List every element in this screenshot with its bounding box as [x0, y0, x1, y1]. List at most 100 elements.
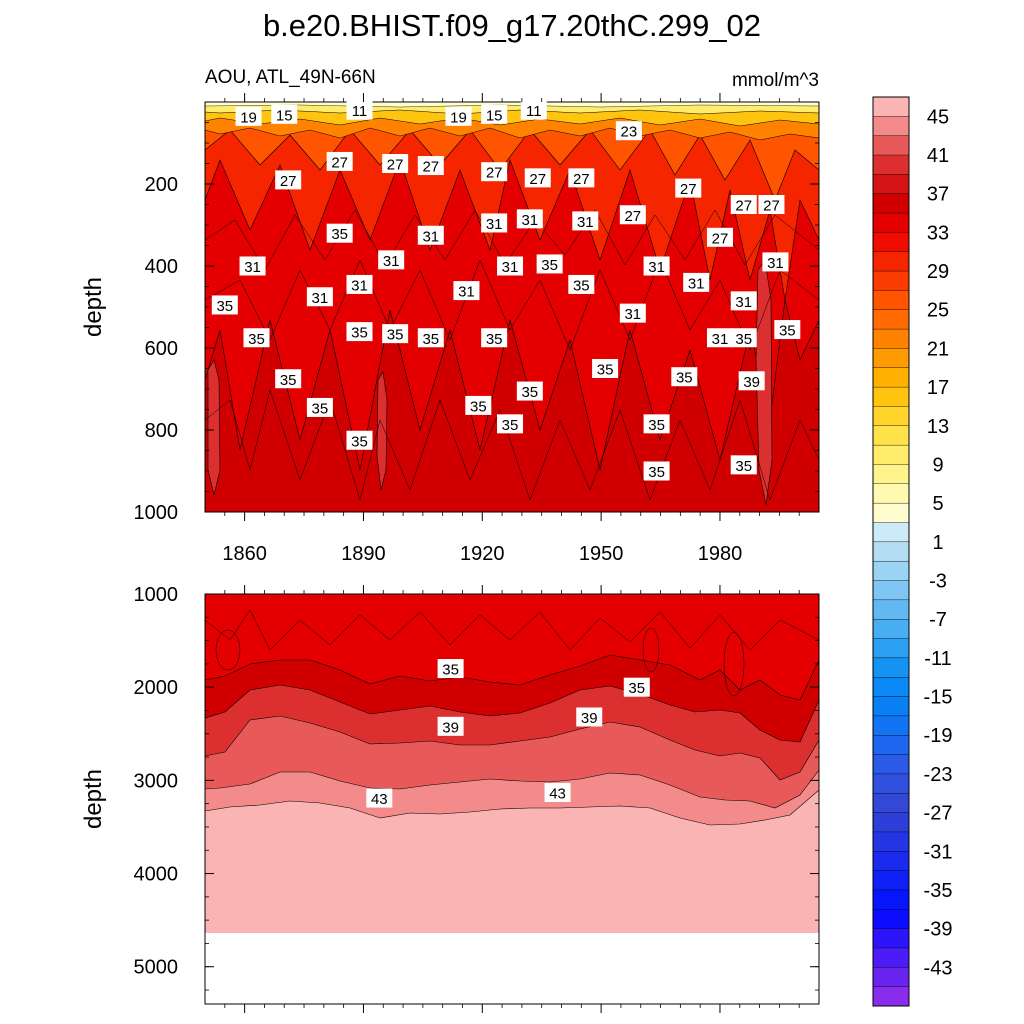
upper-contour-label-text: 31	[688, 275, 705, 292]
upper-contour-label: 31	[378, 250, 405, 270]
upper-contour-label-text: 35	[735, 331, 752, 348]
upper-contour-label-text: 31	[351, 277, 368, 294]
upper-contour-label-box	[417, 328, 444, 348]
colorbar-tick-label: 17	[927, 377, 949, 399]
colorbar-tick-label: -31	[924, 841, 953, 863]
upper-contour-label-box	[643, 461, 670, 481]
lower-x-axis	[224, 585, 800, 1013]
upper-contour-label: 35	[536, 254, 563, 274]
upper-contour-label: 35	[417, 328, 444, 348]
upper-contour-label: 31	[306, 287, 333, 307]
upper-contour-label: 35	[730, 455, 757, 475]
colorbar-swatch	[872, 348, 910, 369]
upper-panel: 19 15 11 19 15 11 23 27 27 27 27 27 27 27 27 27 27 27 27 35…	[80, 93, 820, 565]
colorbar-swatch	[872, 638, 910, 659]
upper-contour-label: 31	[706, 328, 733, 348]
upper-contour-label-text: 31	[735, 294, 752, 311]
upper-contour-label-text: 27	[763, 198, 780, 215]
upper-contour-label-text: 31	[486, 216, 503, 233]
upper-contour-label-box	[706, 227, 733, 247]
upper-contour-label: 11	[346, 100, 373, 120]
upper-contour-label: 31	[346, 274, 373, 294]
colorbar-swatch	[872, 870, 910, 891]
upper-contour-label-box	[326, 223, 353, 243]
upper-contour-label-box	[382, 154, 409, 173]
colorbar-swatch	[872, 502, 910, 523]
upper-contour-label-box	[516, 381, 543, 401]
upper-contour-label-text: 31	[577, 214, 594, 231]
upper-contour-label: 31	[762, 252, 789, 272]
colorbar-swatch	[872, 386, 910, 407]
upper-contour-label-box	[536, 254, 563, 274]
upper-contour-label-box	[643, 256, 670, 276]
upper-contour-label-text: 31	[312, 290, 329, 307]
upper-contour-label-box	[445, 106, 472, 126]
colorbar-tick-label: -35	[924, 880, 953, 902]
upper-contour-label-text: 19	[240, 109, 257, 126]
upper-contour-label-text: 27	[529, 171, 546, 188]
colorbar-tick-label: -39	[924, 919, 953, 941]
colorbar-swatch	[872, 889, 910, 910]
upper-contour-label: 27	[417, 156, 444, 176]
upper-contour-label: 31	[619, 303, 646, 323]
colorbar-swatch	[872, 290, 910, 311]
upper-contour-label: 35	[211, 295, 238, 315]
lower-y-axis: 1000 2000 3000 4000 5000	[134, 584, 819, 991]
upper-contour-label-box	[378, 250, 405, 270]
upper-contour-label-box	[465, 395, 492, 415]
upper-contour-label-text: 27	[573, 171, 590, 188]
upper-contour-label-box	[453, 281, 480, 301]
upper-contour-label-box	[643, 414, 670, 434]
colorbar-tick-label: -23	[924, 764, 953, 786]
lower-contour-label-text: 43	[549, 785, 566, 802]
upper-contour-label-box	[758, 195, 785, 214]
colorbar-swatch	[872, 580, 910, 601]
upper-contour-label: 31	[643, 256, 670, 276]
upper-contour-label-text: 27	[486, 165, 503, 182]
colorbar-swatch	[872, 444, 910, 465]
chart-title: b.e20.BHIST.f09_g17.20thC.299_02	[263, 8, 761, 43]
upper-contour-label: 27	[326, 151, 353, 171]
upper-contour-label-text: 35	[486, 331, 503, 348]
upper-contour-label-box	[730, 291, 757, 311]
colorbar-swatch	[872, 309, 910, 330]
upper-contour-labels: 19 15 11 19 15 11 23 27 27 27 27 27 27 27 27 27 27 27 27 35…	[211, 100, 801, 481]
upper-contour-label: 39	[738, 371, 765, 391]
colorbar-swatch	[872, 793, 910, 814]
upper-contour-label-box	[592, 359, 619, 378]
upper-contour-label: 35	[568, 274, 595, 294]
upper-contour-label-text: 35	[387, 327, 404, 344]
upper-contour-label: 31	[572, 211, 599, 231]
lower-y-tick-label: 5000	[134, 957, 179, 979]
colorbar-tick-label: -11	[924, 648, 951, 670]
upper-contour-label: 27	[619, 205, 646, 225]
upper-contour-label: 35	[730, 328, 757, 348]
colorbar-tick-label: 5	[932, 493, 943, 515]
colorbar-frame	[872, 96, 910, 1007]
upper-contour-label: 15	[481, 104, 508, 124]
upper-contour-label-box	[675, 178, 702, 198]
upper-contour-label-box	[481, 328, 508, 348]
colorbar-tick-label: 1	[932, 532, 943, 554]
upper-contour-label-box	[481, 213, 508, 233]
upper-contour-label: 31	[453, 281, 480, 301]
colorbar-swatch	[872, 270, 910, 291]
lower-contour-label-box	[544, 782, 571, 802]
upper-contour-label-text: 35	[470, 398, 487, 415]
upper-contour-label-box	[271, 104, 298, 124]
upper-y-axis: 200 400 600 800 1000	[134, 101, 819, 524]
upper-contour-label-box	[706, 328, 733, 348]
upper-contour-label-box	[619, 303, 646, 323]
upper-contour-label: 27	[481, 162, 508, 182]
upper-contour-label-text: 27	[387, 157, 404, 174]
lower-y-tick-label: 3000	[134, 770, 179, 792]
upper-contour-label-box	[382, 324, 409, 344]
upper-x-tick-label: 1860	[222, 543, 267, 565]
upper-contour-label-text: 31	[624, 306, 641, 323]
upper-contour-label: 35	[346, 430, 373, 450]
upper-contour-label-text: 31	[244, 259, 261, 276]
colorbar-swatch	[872, 618, 910, 640]
upper-contour-label-text: 31	[383, 253, 400, 270]
upper-contour-label: 35	[671, 367, 698, 387]
upper-contour-label: 27	[524, 168, 551, 188]
